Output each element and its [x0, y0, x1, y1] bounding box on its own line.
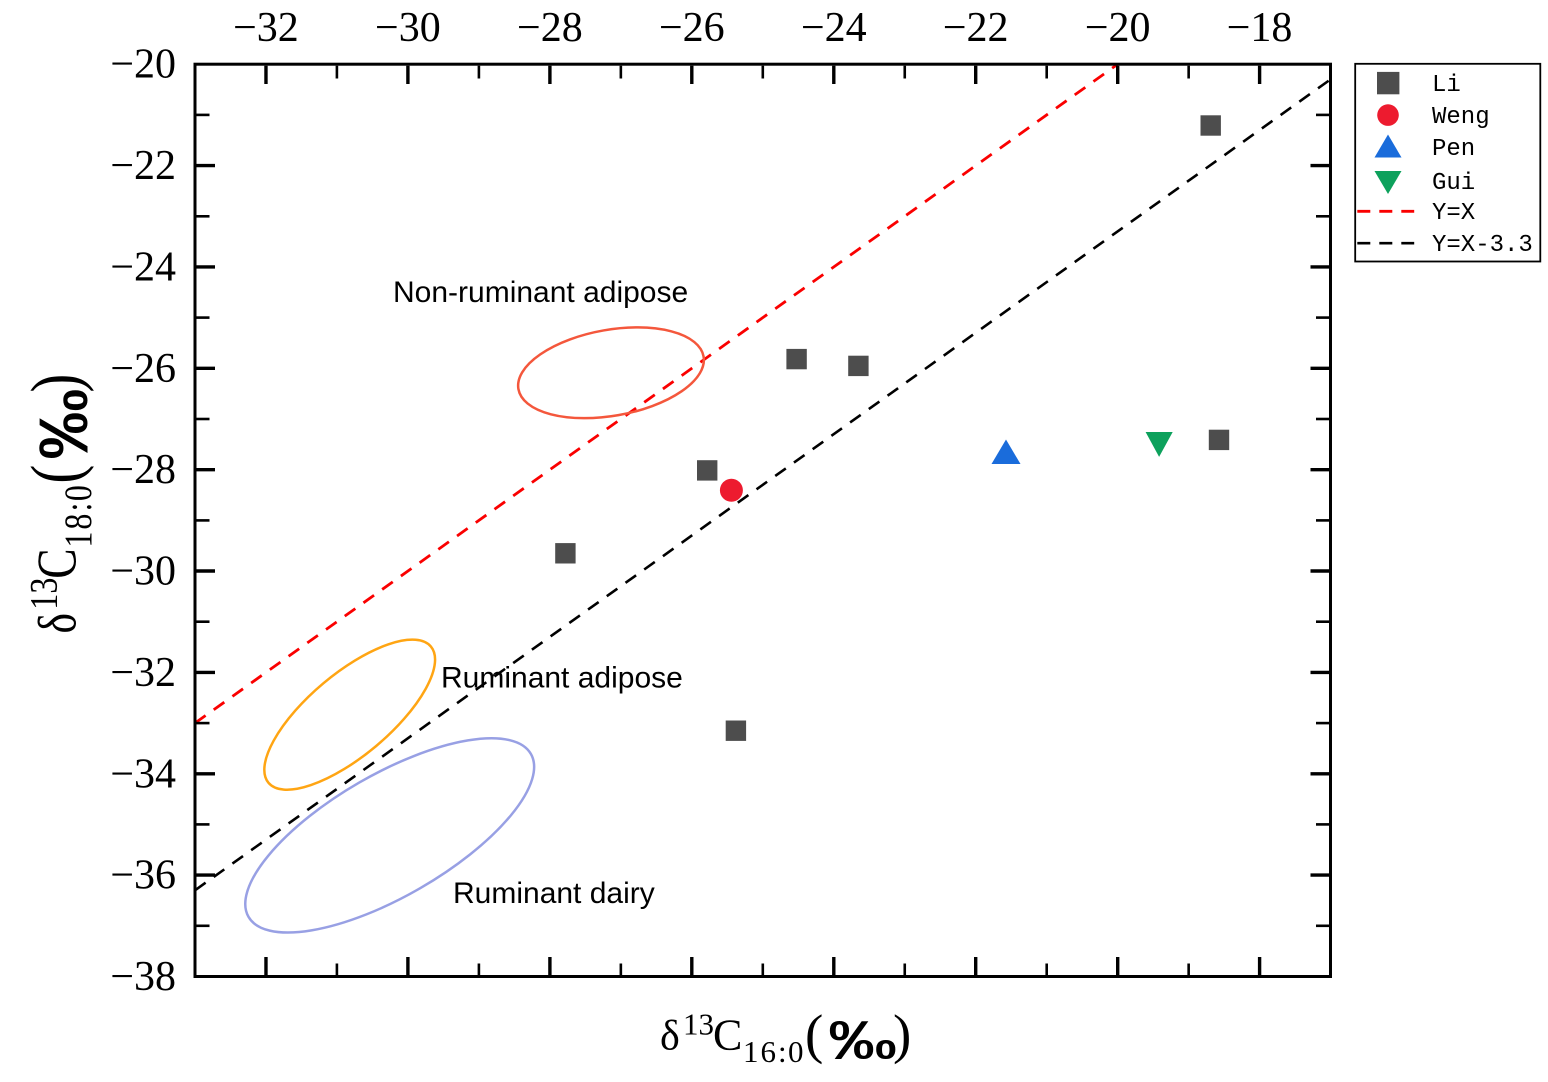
- svg-text:): ): [17, 374, 95, 393]
- svg-text:18:: 18:: [56, 501, 100, 548]
- svg-text:): ): [893, 1004, 911, 1065]
- svg-text:−30: −30: [375, 5, 441, 51]
- svg-text:−28: −28: [517, 5, 583, 51]
- svg-text:C: C: [713, 1011, 742, 1060]
- svg-text:Ruminant dairy: Ruminant dairy: [453, 877, 655, 910]
- svg-text:−32: −32: [233, 5, 299, 51]
- svg-text:Li: Li: [1432, 72, 1461, 99]
- svg-text:δ: δ: [660, 1014, 680, 1060]
- svg-text:−18: −18: [1227, 5, 1293, 51]
- svg-text:−36: −36: [110, 853, 176, 899]
- svg-text:δ: δ: [28, 613, 87, 633]
- svg-text:(: (: [805, 1004, 823, 1065]
- svg-text:Ruminant adipose: Ruminant adipose: [441, 662, 683, 695]
- svg-text:0: 0: [788, 1034, 804, 1069]
- svg-text:Y=X-3.3: Y=X-3.3: [1432, 232, 1533, 259]
- svg-text:−24: −24: [110, 244, 176, 290]
- svg-text:Weng: Weng: [1432, 104, 1490, 131]
- svg-text:13: 13: [683, 1007, 714, 1042]
- svg-text:−26: −26: [110, 346, 176, 392]
- svg-text:−26: −26: [659, 5, 725, 51]
- svg-text:Y=X: Y=X: [1432, 200, 1475, 227]
- svg-text:−28: −28: [110, 447, 176, 493]
- svg-text:−32: −32: [110, 650, 176, 696]
- svg-text:0: 0: [56, 485, 100, 501]
- svg-text:−38: −38: [110, 954, 176, 1000]
- svg-text:16:: 16:: [743, 1034, 789, 1069]
- svg-text:−34: −34: [110, 751, 176, 797]
- svg-text:−20: −20: [1085, 5, 1151, 51]
- svg-text:−22: −22: [943, 5, 1009, 51]
- svg-text:C: C: [27, 548, 88, 578]
- svg-text:Non-ruminant adipose: Non-ruminant adipose: [393, 276, 688, 309]
- svg-text:Pen: Pen: [1432, 136, 1475, 163]
- svg-text:−20: −20: [110, 42, 176, 88]
- svg-text:−30: −30: [110, 549, 176, 595]
- svg-text:13: 13: [21, 578, 65, 610]
- svg-text:‰: ‰: [24, 389, 103, 459]
- svg-text:‰: ‰: [829, 1010, 897, 1071]
- svg-text:Gui: Gui: [1432, 170, 1475, 197]
- svg-text:−24: −24: [801, 5, 867, 51]
- svg-text:(: (: [17, 465, 95, 484]
- svg-text:−22: −22: [110, 143, 176, 189]
